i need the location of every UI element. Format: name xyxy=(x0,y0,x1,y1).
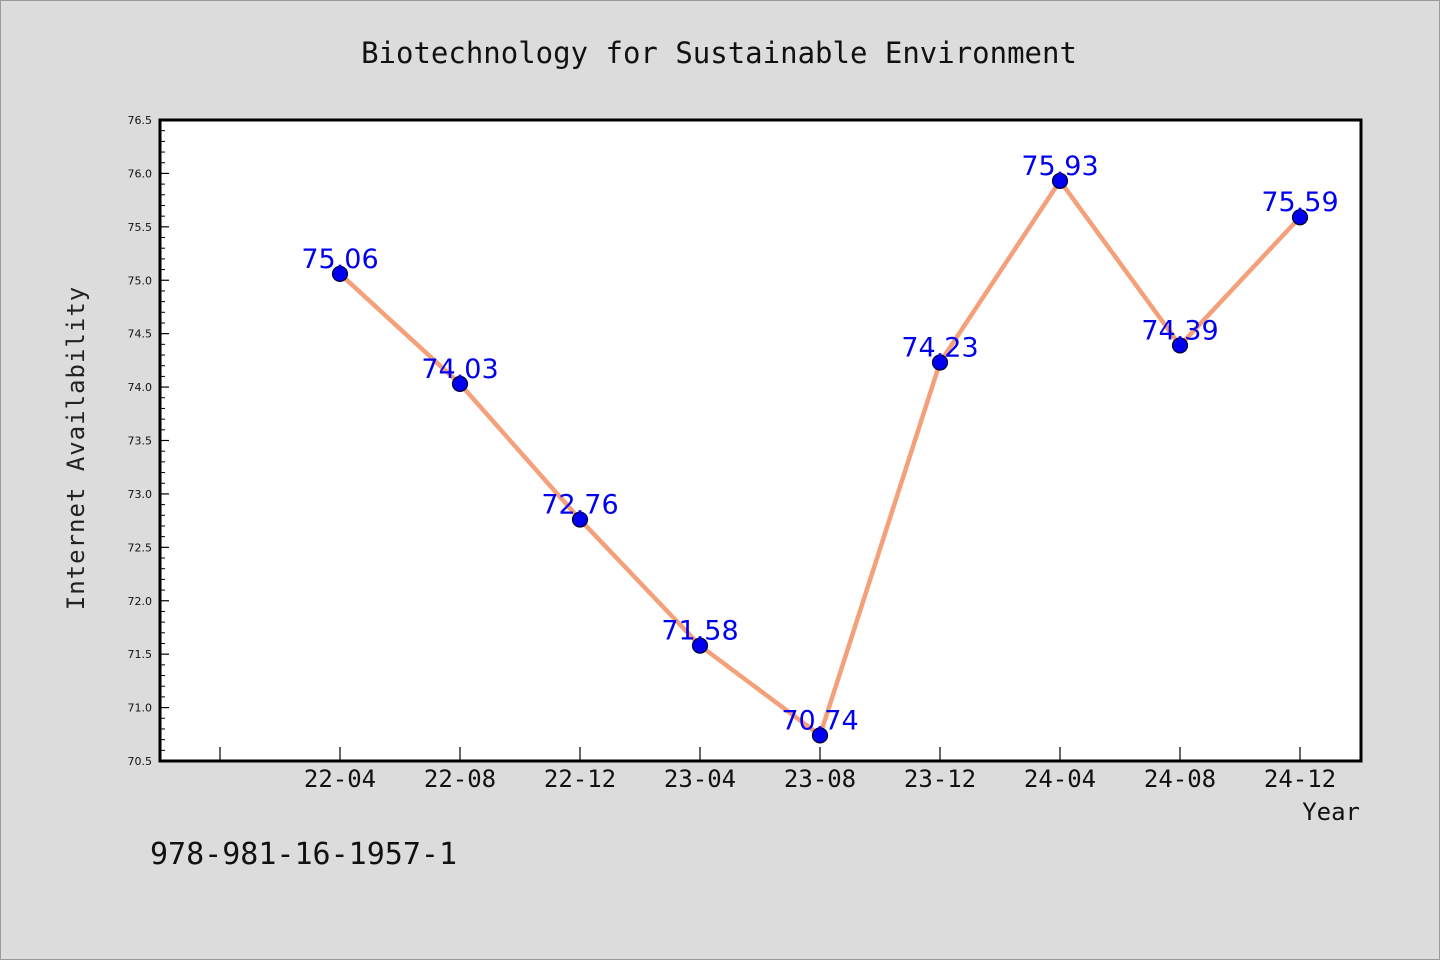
y-tick-label: 73.5 xyxy=(128,435,153,448)
data-point xyxy=(1171,337,1189,354)
x-tick-label: 22-12 xyxy=(544,765,616,793)
y-tick-label: 72.0 xyxy=(128,595,153,608)
data-point xyxy=(931,354,949,371)
y-tick-label: 76.5 xyxy=(128,114,153,127)
data-point xyxy=(331,265,349,282)
data-label: 75.06 xyxy=(301,244,378,275)
y-axis: 70.5 71.0 71.5 72.0 72.5 73.0 73.5 74.0 74.5 75.0… xyxy=(128,114,169,768)
plot-area xyxy=(158,118,1363,763)
data-point xyxy=(451,375,469,392)
data-label: 74.23 xyxy=(901,333,978,364)
data-label: 75.93 xyxy=(1021,151,1098,182)
data-label: 72.76 xyxy=(541,490,618,521)
x-axis: 22-04 22-08 22-12 23-04 23-08 23-12 24-04 24-08… xyxy=(219,747,1336,793)
y-tick-label: 75.5 xyxy=(128,221,153,234)
y-axis-label: Internet Availability xyxy=(62,286,90,610)
x-tick-label: 24-08 xyxy=(1144,765,1216,793)
isbn-footer: 978-981-16-1957-1 xyxy=(150,837,457,872)
chart-title: Biotechnology for Sustainable Environmen… xyxy=(361,36,1077,70)
data-label: 74.03 xyxy=(421,354,498,385)
data-label: 74.39 xyxy=(1141,315,1218,346)
data-point xyxy=(1291,209,1309,226)
x-tick-label: 23-08 xyxy=(784,765,856,793)
y-tick-label: 75.0 xyxy=(128,274,153,287)
x-tick-label: 23-12 xyxy=(904,765,976,793)
x-tick-label: 23-04 xyxy=(664,765,736,793)
y-tick-label: 70.5 xyxy=(128,755,153,768)
data-labels: 75.06 74.03 72.76 71.58 70.74 74.23 75.93 74.39… xyxy=(301,151,1338,736)
data-point xyxy=(691,637,709,654)
x-tick-label: 24-12 xyxy=(1264,765,1336,793)
x-tick-label: 22-08 xyxy=(424,765,496,793)
y-tick-label: 72.5 xyxy=(128,541,153,554)
y-tick-label: 74.0 xyxy=(128,381,153,394)
data-label: 70.74 xyxy=(781,705,858,736)
y-tick-label: 73.0 xyxy=(128,488,153,501)
x-tick-label: 22-04 xyxy=(304,765,376,793)
y-tick-label: 71.5 xyxy=(128,648,153,661)
y-tick-label: 76.0 xyxy=(128,167,153,180)
data-point xyxy=(571,511,589,528)
series-line xyxy=(331,172,1309,744)
data-label: 75.59 xyxy=(1261,187,1338,218)
x-axis-label: Year xyxy=(1302,798,1360,826)
x-tick-label: 24-04 xyxy=(1024,765,1096,793)
data-point xyxy=(1051,172,1069,189)
data-point xyxy=(811,727,829,744)
y-tick-label: 71.0 xyxy=(128,702,153,715)
data-label: 71.58 xyxy=(661,616,738,647)
y-tick-label: 74.5 xyxy=(128,328,153,341)
